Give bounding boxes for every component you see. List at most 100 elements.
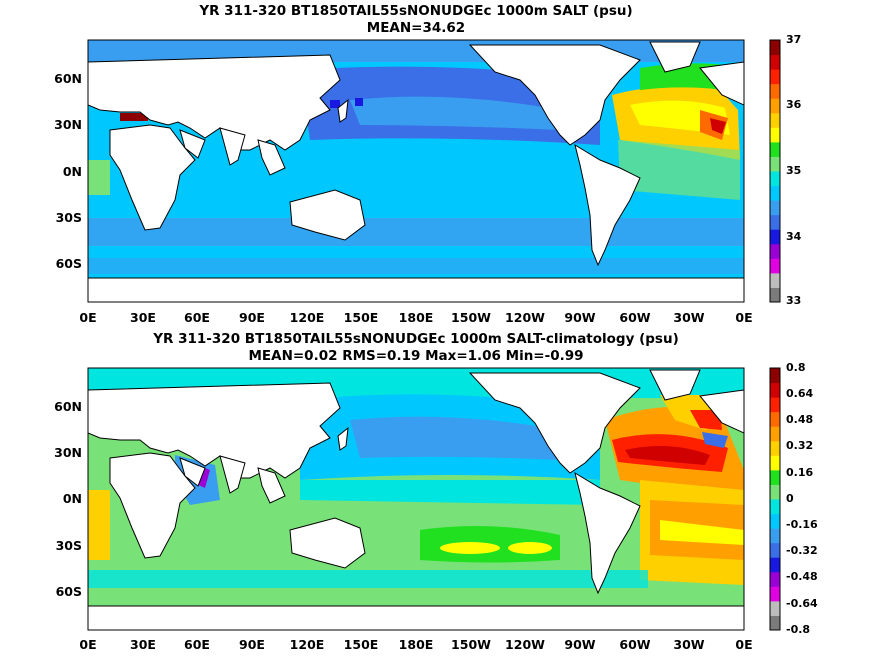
map1-frame [87, 39, 745, 303]
colorbar-segment [770, 557, 780, 573]
colorbar-segment [770, 54, 780, 70]
map2-lon-label: 0E [79, 637, 97, 652]
map2-colorbar-tick: 0.16 [786, 466, 814, 479]
map2-lon-label: 150W [451, 637, 491, 652]
map2-lon-label: 150E [343, 637, 379, 652]
map2-colorbar-tick: -0.48 [786, 570, 818, 583]
map2-lon-label: 0E [735, 637, 753, 652]
map1-mean: MEAN=34.62 [366, 20, 466, 36]
map2-colorbar-tick: 0.64 [786, 387, 814, 400]
colorbar-segment [770, 40, 780, 56]
map1-lon-label: 150W [451, 310, 491, 325]
map2-lon-label: 120E [289, 637, 325, 652]
colorbar-segment [770, 528, 780, 544]
colorbar-segment [770, 513, 780, 529]
map2-lon-label: 30E [130, 637, 156, 652]
colorbar-segment [770, 397, 780, 413]
colorbar-segment [770, 258, 780, 274]
map2-colorbar [769, 367, 781, 631]
map1-lon-label: 30E [130, 310, 156, 325]
map1-lon-label: 150E [343, 310, 379, 325]
colorbar-segment [770, 499, 780, 515]
map2-panel [88, 368, 744, 630]
map2-colorbar-tick: 0 [786, 492, 794, 505]
map1-lon-label: 120W [505, 310, 545, 325]
map1-colorbar-tick: 33 [786, 294, 802, 307]
colorbar-segment [770, 272, 780, 288]
colorbar-segment [770, 426, 780, 442]
map1-lon-label: 90W [564, 310, 596, 325]
colorbar-segment [770, 243, 780, 259]
map2-lon-label: 60E [184, 637, 210, 652]
colorbar-segment [770, 171, 780, 187]
map2-lat-label: 30S [55, 538, 82, 553]
colorbar-segment [770, 112, 780, 128]
map1-lat-label: 30N [54, 117, 82, 132]
map1-colorbar-tick: 35 [786, 164, 802, 177]
map1-lon-label: 0E [735, 310, 753, 325]
map1-colorbar [769, 39, 781, 303]
colorbar-segment [770, 83, 780, 99]
colorbar-segment [770, 127, 780, 143]
colorbar-segment [770, 586, 780, 602]
colorbar-segment [770, 214, 780, 230]
colorbar-segment [770, 455, 780, 471]
map2-lon-label: 90E [239, 637, 265, 652]
map2-lon-label: 180E [398, 637, 434, 652]
map1-lon-label: 30W [673, 310, 705, 325]
colorbar-segment [770, 440, 780, 456]
colorbar-segment [770, 200, 780, 216]
map1-lon-label: 180E [398, 310, 434, 325]
map2-colorbar-tick: 0.8 [786, 361, 806, 374]
colorbar-segment [770, 368, 780, 384]
colorbar-segment [770, 411, 780, 427]
colorbar-segment [770, 600, 780, 616]
map1-lat-label: 60N [54, 71, 82, 86]
colorbar-segment [770, 484, 780, 500]
map1-lon-label: 60W [619, 310, 651, 325]
colorbar-segment [770, 69, 780, 85]
map2-colorbar-tick: -0.32 [786, 544, 818, 557]
map2-colorbar-tick: -0.8 [786, 623, 811, 636]
map2-lon-label: 90W [564, 637, 596, 652]
map1-colorbar-tick: 36 [786, 98, 802, 111]
colorbar-segment [770, 98, 780, 114]
map2-colorbar-tick: 0.48 [786, 413, 814, 426]
map2-frame [87, 367, 745, 631]
colorbar-frame [769, 367, 781, 631]
map1-lon-label: 60E [184, 310, 210, 325]
map1-panel [88, 40, 744, 302]
map1-colorbar-tick: 37 [786, 33, 802, 46]
colorbar-frame [769, 39, 781, 303]
map2-colorbar-tick: 0.32 [786, 439, 814, 452]
colorbar-segment [770, 469, 780, 485]
colorbar-segment [770, 571, 780, 587]
colorbar-segment [770, 185, 780, 201]
map1-lat-label: 0N [62, 164, 82, 179]
colorbar-segment [770, 287, 780, 303]
colorbar-segment [770, 141, 780, 157]
map1-lon-label: 90E [239, 310, 265, 325]
map2-colorbar-tick: -0.64 [786, 597, 818, 610]
map2-lon-label: 60W [619, 637, 651, 652]
map2-lon-label: 30W [673, 637, 705, 652]
map1-lat-label: 60S [55, 256, 82, 271]
map1-lat-label: 30S [55, 210, 82, 225]
map1-colorbar-tick: 34 [786, 230, 802, 243]
map2-lat-label: 0N [62, 491, 82, 506]
map2-lat-label: 60N [54, 399, 82, 414]
colorbar-segment [770, 615, 780, 631]
map2-lat-label: 60S [55, 584, 82, 599]
map2-stats: MEAN=0.02 RMS=0.19 Max=1.06 Min=-0.99 [248, 348, 584, 364]
colorbar-segment [770, 382, 780, 398]
map1-lon-label: 0E [79, 310, 97, 325]
map2-title: YR 311-320 BT1850TAIL55sNONUDGEc 1000m S… [153, 331, 679, 347]
map2-colorbar-tick: -0.16 [786, 518, 818, 531]
map1-title: YR 311-320 BT1850TAIL55sNONUDGEc 1000m S… [199, 3, 633, 19]
colorbar-segment [770, 542, 780, 558]
map2-lon-label: 120W [505, 637, 545, 652]
map1-lon-label: 120E [289, 310, 325, 325]
colorbar-segment [770, 156, 780, 172]
colorbar-segment [770, 229, 780, 245]
